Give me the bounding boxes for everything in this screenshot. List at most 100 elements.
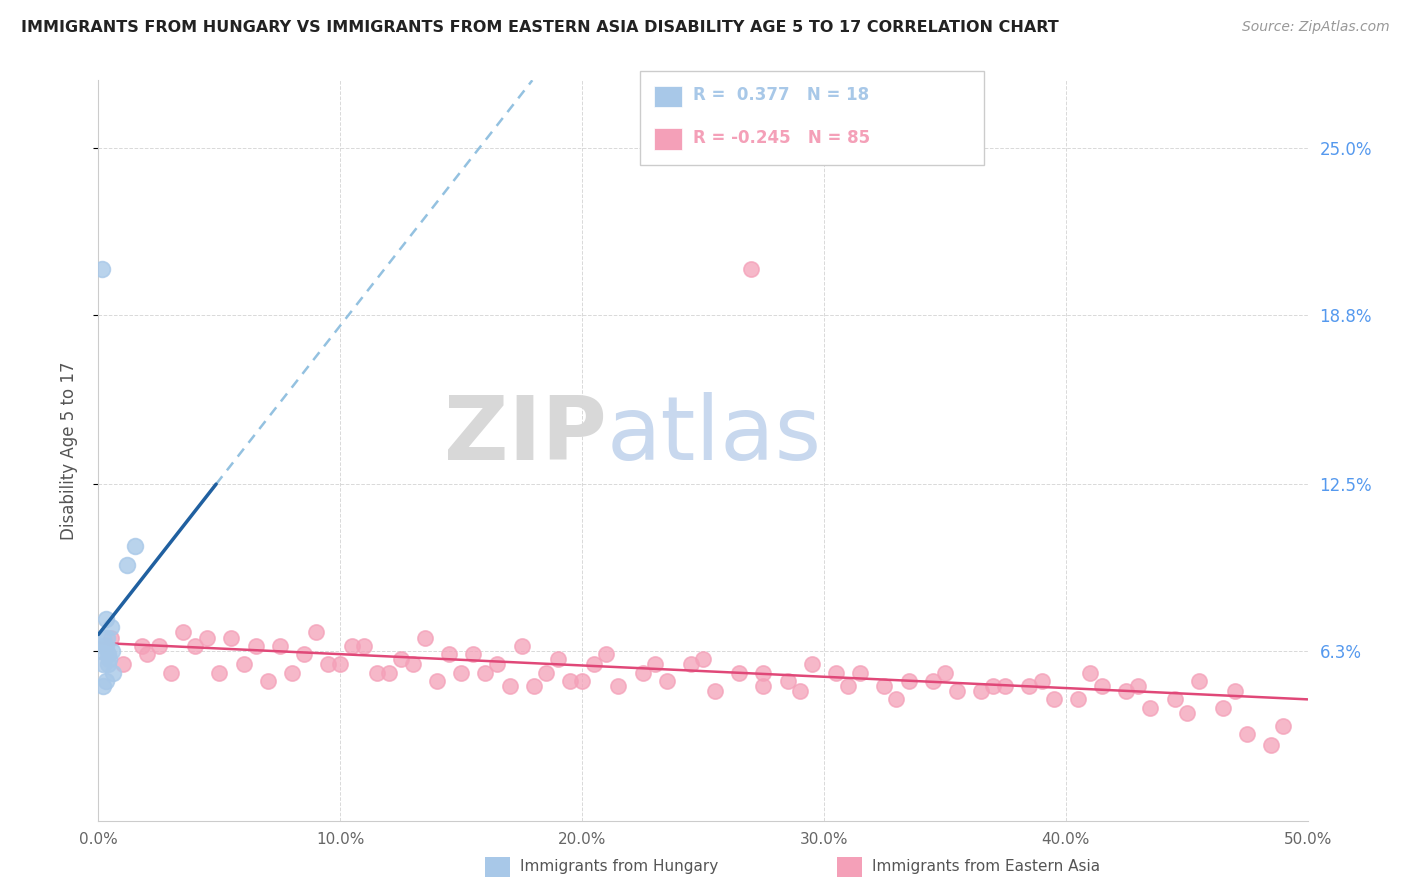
Point	[752, 665, 775, 680]
Point	[825, 665, 848, 680]
Point	[981, 679, 1004, 693]
Point	[94, 639, 117, 653]
Point	[655, 673, 678, 688]
Point	[534, 665, 557, 680]
Text: atlas: atlas	[606, 392, 821, 479]
Point	[389, 652, 412, 666]
Point	[208, 665, 231, 680]
Point	[91, 657, 114, 672]
Point	[91, 631, 114, 645]
Point	[111, 657, 134, 672]
Point	[450, 665, 472, 680]
Point	[148, 639, 170, 653]
Point	[547, 652, 569, 666]
Point	[692, 652, 714, 666]
Text: IMMIGRANTS FROM HUNGARY VS IMMIGRANTS FROM EASTERN ASIA DISABILITY AGE 5 TO 17 C: IMMIGRANTS FROM HUNGARY VS IMMIGRANTS FR…	[21, 20, 1059, 35]
Point	[93, 639, 115, 653]
Point	[740, 261, 762, 276]
Point	[1223, 684, 1246, 698]
Point	[232, 657, 254, 672]
Point	[1078, 665, 1101, 680]
Point	[607, 679, 630, 693]
Point	[402, 657, 425, 672]
Point	[994, 679, 1017, 693]
Point	[377, 665, 399, 680]
Point	[98, 652, 121, 666]
Point	[184, 639, 207, 653]
Point	[131, 639, 153, 653]
Point	[1188, 673, 1211, 688]
Point	[366, 665, 388, 680]
Point	[1260, 738, 1282, 752]
Point	[100, 620, 122, 634]
Point	[595, 647, 617, 661]
Point	[897, 673, 920, 688]
Point	[1139, 700, 1161, 714]
Point	[353, 639, 375, 653]
Point	[1031, 673, 1053, 688]
Point	[135, 647, 157, 661]
Point	[1212, 700, 1234, 714]
Point	[571, 673, 593, 688]
Point	[837, 679, 859, 693]
Text: R = -0.245   N = 85: R = -0.245 N = 85	[693, 129, 870, 147]
Point	[269, 639, 291, 653]
Point	[523, 679, 546, 693]
Point	[1067, 692, 1090, 706]
Point	[728, 665, 751, 680]
Point	[873, 679, 896, 693]
Point	[886, 692, 908, 706]
Point	[100, 631, 122, 645]
Text: R =  0.377   N = 18: R = 0.377 N = 18	[693, 87, 869, 104]
Point	[498, 679, 520, 693]
Y-axis label: Disability Age 5 to 17: Disability Age 5 to 17	[59, 361, 77, 540]
Point	[679, 657, 702, 672]
Point	[752, 679, 775, 693]
Point	[704, 684, 727, 698]
Point	[1115, 684, 1137, 698]
Point	[97, 647, 120, 661]
Point	[117, 558, 139, 572]
Point	[124, 539, 146, 553]
Point	[101, 665, 124, 680]
Point	[160, 665, 183, 680]
Point	[413, 631, 436, 645]
Point	[426, 673, 449, 688]
Point	[437, 647, 460, 661]
Point	[644, 657, 666, 672]
Point	[776, 673, 799, 688]
Point	[94, 673, 117, 688]
Point	[463, 647, 485, 661]
Point	[90, 644, 112, 658]
Point	[256, 673, 278, 688]
Point	[305, 625, 328, 640]
Point	[1091, 679, 1114, 693]
Point	[1128, 679, 1150, 693]
Point	[970, 684, 993, 698]
Point	[510, 639, 533, 653]
Point	[97, 657, 120, 672]
Point	[1175, 706, 1198, 720]
Point	[789, 684, 811, 698]
Point	[558, 673, 581, 688]
Point	[292, 647, 315, 661]
Point	[631, 665, 654, 680]
Point	[474, 665, 496, 680]
Point	[921, 673, 943, 688]
Point	[100, 644, 122, 658]
Text: Immigrants from Eastern Asia: Immigrants from Eastern Asia	[872, 859, 1099, 873]
Point	[1236, 727, 1258, 741]
Text: ZIP: ZIP	[443, 392, 606, 479]
Point	[172, 625, 194, 640]
Point	[96, 631, 118, 645]
Point	[486, 657, 509, 672]
Point	[91, 679, 114, 693]
Point	[94, 612, 117, 626]
Point	[91, 261, 114, 276]
Text: Source: ZipAtlas.com: Source: ZipAtlas.com	[1241, 20, 1389, 34]
Point	[1018, 679, 1040, 693]
Text: Immigrants from Hungary: Immigrants from Hungary	[520, 859, 718, 873]
Point	[1163, 692, 1185, 706]
Point	[245, 639, 267, 653]
Point	[1042, 692, 1064, 706]
